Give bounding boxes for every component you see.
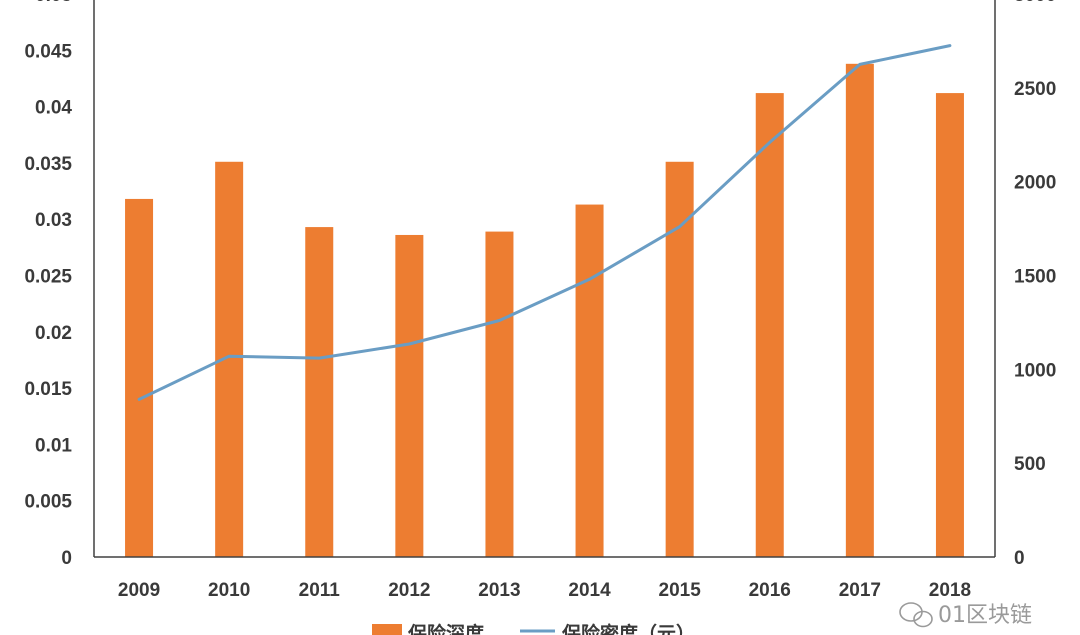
x-tick-label: 2016 xyxy=(749,580,791,601)
right-tick-label: 2500 xyxy=(1014,79,1056,100)
bar-2012 xyxy=(395,234,424,558)
x-tick-label: 2011 xyxy=(299,580,341,601)
right-tick-label: 1000 xyxy=(1014,360,1056,381)
legend-bar-label: 保险深度 xyxy=(407,622,485,635)
x-tick-label: 2018 xyxy=(929,580,971,601)
x-tick-label: 2010 xyxy=(208,580,250,601)
legend-line-label: 保险密度（元） xyxy=(561,622,695,635)
right-axis-tick-labels: 0 500 1000 1500 2000 2500 3000 xyxy=(1014,0,1056,569)
legend: 保险深度 保险密度（元） xyxy=(372,622,695,635)
bar-2013 xyxy=(485,231,514,557)
bar-2016 xyxy=(755,93,784,557)
bar-2017 xyxy=(845,63,874,557)
wechat-icon xyxy=(899,602,933,628)
x-tick-label: 2013 xyxy=(478,580,520,601)
left-axis-tick-labels: 0 0.005 0.01 0.015 0.02 0.025 0.03 0.035 0.04 0.0… xyxy=(24,0,72,569)
left-tick-label: 0 xyxy=(61,548,72,569)
right-tick-label: 0 xyxy=(1014,548,1025,569)
left-tick-label: 0.025 xyxy=(24,267,72,288)
bar-series xyxy=(125,63,964,558)
x-tick-label: 2015 xyxy=(659,580,702,601)
x-tick-label: 2017 xyxy=(839,580,881,601)
line-density xyxy=(137,44,952,401)
right-tick-label: 500 xyxy=(1014,454,1046,475)
watermark-text: 01区块链 xyxy=(938,603,1032,628)
axes xyxy=(93,0,996,558)
right-tick-label: 1500 xyxy=(1014,267,1056,288)
legend-bar-swatch xyxy=(372,624,402,635)
x-axis-tick-labels: 2009 2010 2011 2012 2013 2014 2015 2016 2017 2018 xyxy=(118,580,971,601)
left-tick-label: 0.03 xyxy=(35,210,72,231)
right-tick-label: 3000 xyxy=(1014,0,1056,6)
left-tick-label: 0.015 xyxy=(24,379,72,400)
bar-2009 xyxy=(125,198,154,557)
watermark: 01区块链 xyxy=(899,602,1032,628)
x-tick-label: 2014 xyxy=(568,580,611,601)
bar-2011 xyxy=(305,227,334,557)
left-tick-label: 0.035 xyxy=(24,154,72,175)
left-tick-label: 0.005 xyxy=(24,492,72,513)
left-tick-label: 0.045 xyxy=(24,41,72,62)
line-series xyxy=(137,44,952,401)
x-tick-label: 2009 xyxy=(118,580,160,601)
right-tick-label: 2000 xyxy=(1014,173,1056,194)
left-tick-label: 0.02 xyxy=(35,323,72,344)
bar-2015 xyxy=(665,161,694,558)
bar-2018 xyxy=(935,93,964,557)
x-tick-label: 2012 xyxy=(388,580,430,601)
left-tick-label: 0.05 xyxy=(35,0,72,6)
bar-2014 xyxy=(575,204,604,557)
left-tick-label: 0.04 xyxy=(35,98,72,119)
left-tick-label: 0.01 xyxy=(35,435,72,456)
